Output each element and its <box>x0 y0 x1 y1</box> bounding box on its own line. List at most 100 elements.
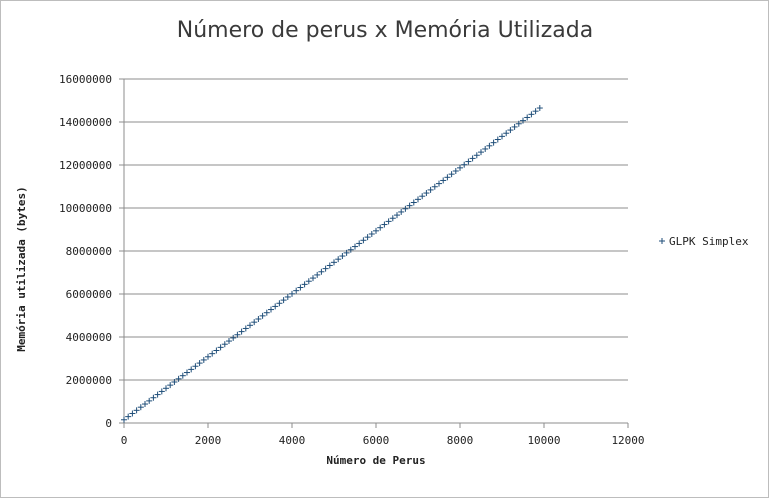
data-point <box>499 133 505 140</box>
data-point <box>331 259 337 266</box>
data-point <box>431 183 438 190</box>
data-point <box>373 227 379 234</box>
x-tick-label: 6000 <box>363 434 390 447</box>
data-point <box>133 407 140 414</box>
data-point <box>452 168 459 175</box>
data-point <box>385 218 392 225</box>
data-point <box>263 309 270 316</box>
y-tick-label: 14000000 <box>59 116 112 129</box>
data-point <box>360 237 367 244</box>
y-tick-label: 2000000 <box>66 374 112 387</box>
data-point <box>247 322 253 329</box>
data-point <box>368 230 375 237</box>
gridlines <box>124 78 628 381</box>
y-tick-label: 6000000 <box>66 288 112 301</box>
data-point <box>457 164 463 171</box>
y-tick-label: 0 <box>105 417 112 430</box>
x-tick-label: 0 <box>121 434 128 447</box>
data-point <box>230 334 237 341</box>
data-point <box>415 196 421 203</box>
data-point <box>490 139 497 146</box>
data-point <box>150 394 157 401</box>
data-point <box>179 372 186 379</box>
y-tick-label: 8000000 <box>66 245 112 258</box>
data-point <box>520 117 526 124</box>
data-point <box>427 186 434 193</box>
data-point <box>221 341 228 348</box>
data-point <box>297 284 304 291</box>
x-axis-label: Número de Perus <box>326 454 425 467</box>
legend-marker <box>659 238 665 244</box>
y-tick-label: 4000000 <box>66 331 112 344</box>
data-point <box>289 290 295 297</box>
data-point <box>394 212 400 219</box>
data-point <box>436 180 442 187</box>
data-point <box>494 136 501 143</box>
data-point <box>406 202 413 209</box>
data-point <box>486 142 493 149</box>
data-point <box>402 205 409 212</box>
chart-title: Número de perus x Memória Utilizada <box>177 18 593 43</box>
data-point <box>532 108 539 115</box>
data-point <box>465 158 472 165</box>
data-point <box>326 262 333 269</box>
data-point <box>192 363 199 370</box>
x-tick-labels: 0 2000 4000 6000 8000 10000 12000 <box>121 423 645 447</box>
y-tick-label: 12000000 <box>59 159 112 172</box>
y-tick-label: 16000000 <box>59 73 112 86</box>
data-point <box>259 312 266 319</box>
data-point <box>226 338 232 345</box>
data-point <box>213 347 220 354</box>
data-point <box>121 416 127 423</box>
data-point <box>419 193 426 200</box>
data-point <box>410 199 417 206</box>
data-point <box>276 300 283 307</box>
data-point <box>473 152 480 159</box>
data-point <box>163 385 169 392</box>
data-point <box>381 221 388 228</box>
data-point <box>280 297 287 304</box>
data-point <box>356 240 363 247</box>
data-point <box>322 265 329 272</box>
data-point <box>347 246 354 253</box>
data-point <box>511 123 518 130</box>
data-point <box>125 413 132 420</box>
data-point <box>536 105 543 112</box>
x-tick-label: 8000 <box>447 434 474 447</box>
data-point <box>478 149 484 156</box>
y-tick-labels: 0 2000000 4000000 6000000 8000000 10000000 120… <box>59 73 124 430</box>
data-point <box>268 306 274 313</box>
data-point <box>293 287 300 294</box>
data-point <box>343 249 350 256</box>
data-point <box>352 243 358 250</box>
data-point <box>482 145 489 152</box>
data-point <box>301 281 308 288</box>
data-point <box>469 155 476 162</box>
legend-plus-icon <box>659 238 665 244</box>
data-point <box>305 278 312 285</box>
data-point <box>251 319 258 326</box>
data-point <box>146 397 153 404</box>
data-point <box>314 271 321 278</box>
data-point <box>167 382 174 389</box>
legend: GLPK Simplex <box>659 235 749 248</box>
data-point <box>503 130 510 137</box>
data-point <box>175 375 182 382</box>
data-point <box>217 344 224 351</box>
data-point <box>142 401 148 408</box>
x-tick-label: 4000 <box>279 434 306 447</box>
data-point <box>205 353 211 360</box>
data-point <box>335 256 342 263</box>
data-point <box>318 268 325 275</box>
x-tick-label: 12000 <box>611 434 644 447</box>
data-point <box>137 404 144 411</box>
data-point <box>389 215 396 222</box>
data-point <box>377 224 384 231</box>
data-point <box>448 171 455 178</box>
data-point <box>242 325 249 332</box>
data-point <box>272 303 279 310</box>
x-tick-label: 10000 <box>527 434 560 447</box>
data-point <box>188 366 195 373</box>
